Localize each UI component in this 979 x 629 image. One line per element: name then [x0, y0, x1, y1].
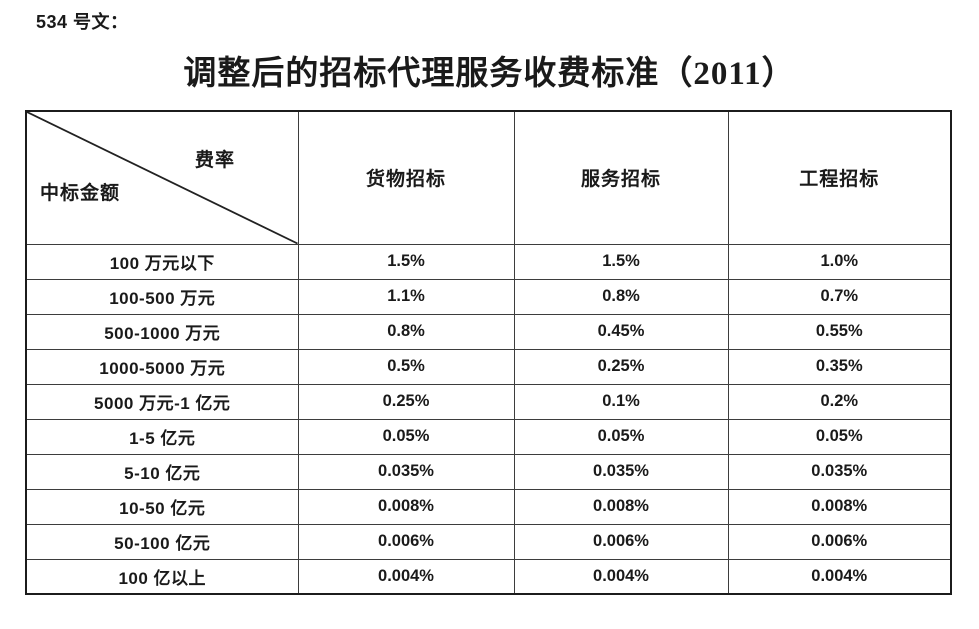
value-cell: 0.05%	[297, 418, 515, 455]
value-cell: 0.2%	[727, 383, 952, 420]
value-cell: 0.1%	[513, 383, 729, 420]
header-row: 费率 中标金额 货物招标 服务招标 工程招标	[25, 110, 952, 245]
table-row: 5000 万元-1 亿元 0.25% 0.1% 0.2%	[25, 383, 952, 420]
column-header-engineering: 工程招标	[727, 110, 952, 245]
value-cell: 0.004%	[297, 558, 515, 595]
doc-number: 534 号文：	[36, 12, 129, 32]
row-label: 5000 万元-1 亿元	[25, 383, 299, 420]
table-row: 10-50 亿元 0.008% 0.008% 0.008%	[25, 488, 952, 525]
page-title: 调整后的招标代理服务收费标准（2011）	[183, 56, 796, 92]
value-cell: 0.008%	[727, 488, 952, 525]
diagonal-line	[27, 112, 297, 243]
table-row: 100 万元以下 1.5% 1.5% 1.0%	[25, 243, 952, 280]
value-cell: 1.0%	[727, 243, 952, 280]
table-row: 100-500 万元 1.1% 0.8% 0.7%	[25, 278, 952, 315]
row-label: 100-500 万元	[25, 278, 299, 315]
value-cell: 0.05%	[727, 418, 952, 455]
value-cell: 1.5%	[513, 243, 729, 280]
column-header-services: 服务招标	[513, 110, 729, 245]
corner-label-amount: 中标金额	[40, 183, 121, 204]
row-label: 1-5 亿元	[25, 418, 299, 455]
value-cell: 0.55%	[727, 313, 952, 350]
value-cell: 1.1%	[297, 278, 515, 315]
value-cell: 0.45%	[513, 313, 729, 350]
value-cell: 0.008%	[297, 488, 515, 525]
row-label: 10-50 亿元	[25, 488, 299, 525]
table-row: 500-1000 万元 0.8% 0.45% 0.55%	[25, 313, 952, 350]
corner-cell: 费率 中标金额	[25, 110, 299, 245]
value-cell: 0.05%	[513, 418, 729, 455]
column-header-goods: 货物招标	[297, 110, 515, 245]
row-label: 50-100 亿元	[25, 523, 299, 560]
value-cell: 0.35%	[727, 348, 952, 385]
table-row: 100 亿以上 0.004% 0.004% 0.004%	[25, 558, 952, 595]
value-cell: 0.008%	[513, 488, 729, 525]
value-cell: 0.006%	[727, 523, 952, 560]
value-cell: 0.035%	[297, 453, 515, 490]
value-cell: 0.8%	[513, 278, 729, 315]
table-row: 5-10 亿元 0.035% 0.035% 0.035%	[25, 453, 952, 490]
table-row: 1000-5000 万元 0.5% 0.25% 0.35%	[25, 348, 952, 385]
row-label: 100 亿以上	[25, 558, 299, 595]
row-label: 500-1000 万元	[25, 313, 299, 350]
value-cell: 0.5%	[297, 348, 515, 385]
fee-table: 费率 中标金额 货物招标 服务招标 工程招标 100 万元以下 1.5% 1.5…	[25, 110, 952, 595]
table-row: 50-100 亿元 0.006% 0.006% 0.006%	[25, 523, 952, 560]
value-cell: 0.25%	[297, 383, 515, 420]
value-cell: 0.004%	[513, 558, 729, 595]
table-row: 1-5 亿元 0.05% 0.05% 0.05%	[25, 418, 952, 455]
value-cell: 0.004%	[727, 558, 952, 595]
row-label: 1000-5000 万元	[25, 348, 299, 385]
value-cell: 0.8%	[297, 313, 515, 350]
row-label: 5-10 亿元	[25, 453, 299, 490]
value-cell: 0.7%	[727, 278, 952, 315]
value-cell: 0.035%	[727, 453, 952, 490]
corner-label-rate: 费率	[195, 150, 236, 171]
value-cell: 1.5%	[297, 243, 515, 280]
row-label: 100 万元以下	[25, 243, 299, 280]
value-cell: 0.006%	[297, 523, 515, 560]
value-cell: 0.25%	[513, 348, 729, 385]
value-cell: 0.035%	[513, 453, 729, 490]
value-cell: 0.006%	[513, 523, 729, 560]
